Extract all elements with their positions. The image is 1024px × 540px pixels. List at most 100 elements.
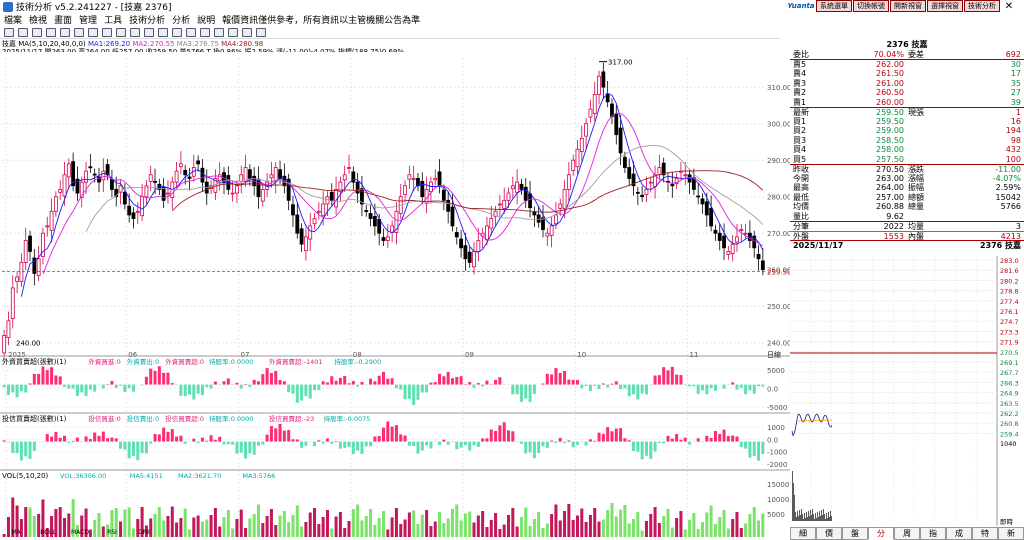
menu-screen[interactable]: 畫面: [54, 15, 73, 26]
mini-volume-bar: [799, 510, 800, 521]
panel-bar: [15, 441, 19, 454]
volume-bar: [597, 521, 601, 537]
candle-body: [437, 171, 442, 187]
layout-4-icon[interactable]: [214, 27, 224, 37]
select-window-button[interactable]: 選擇視窗: [927, 0, 963, 12]
back-icon[interactable]: [4, 27, 14, 37]
panel-indicator-value: 投信賣出:0: [127, 414, 159, 423]
draw-line-icon[interactable]: [102, 27, 112, 37]
candles-icon[interactable]: [158, 27, 168, 37]
side-tab[interactable]: 成: [946, 527, 972, 540]
panel-bar: [334, 440, 338, 442]
panel-bar: [705, 435, 709, 442]
candle-body: [45, 225, 50, 228]
switch-account-button[interactable]: 切換帳號: [853, 0, 889, 12]
panel-bar: [679, 439, 683, 442]
crosshair-icon[interactable]: [60, 27, 70, 37]
intraday-mini-chart[interactable]: 283.0 281.6 280.2 278.8 277.4 276.1 274.7 273.3…: [790, 256, 1024, 526]
side-tab[interactable]: 盤: [842, 527, 868, 540]
panel-bar: [425, 441, 429, 446]
volume-bar: [381, 511, 386, 537]
layout-3-icon[interactable]: [200, 27, 210, 37]
panel-bar: [88, 384, 92, 390]
panel-bar: [265, 368, 269, 385]
menu-technical[interactable]: 技術分析: [129, 15, 166, 26]
save-icon[interactable]: [242, 27, 252, 37]
cursor-icon[interactable]: [88, 27, 98, 37]
quote-label: 2025/11/17: [793, 241, 844, 250]
panel-bar: [450, 441, 454, 443]
indicator-tab[interactable]: MACD: [71, 529, 89, 536]
panel-bar: [218, 436, 222, 442]
period-icon[interactable]: [74, 27, 84, 37]
panel-bar: [231, 384, 235, 386]
panel-bar: [524, 441, 528, 454]
volume-bar: [601, 519, 605, 537]
panel-bar: [54, 375, 58, 385]
panel-bar: [399, 434, 403, 442]
panel-bar: [252, 441, 256, 455]
zoom-in-icon[interactable]: [32, 27, 42, 37]
menu-analysis[interactable]: 分析: [172, 15, 191, 26]
close-button[interactable]: ✕: [1004, 1, 1014, 12]
candle-body: [528, 193, 532, 209]
panel-bar: [735, 384, 739, 390]
forward-icon[interactable]: [18, 27, 28, 37]
volume-bar: [554, 504, 558, 537]
candle-body: [260, 188, 265, 202]
side-tab[interactable]: 價: [816, 527, 842, 540]
indicator-tab[interactable]: DMI: [138, 529, 150, 536]
panel-bar: [519, 441, 523, 444]
volume-bar: [644, 521, 648, 537]
quote-value: 260.88: [876, 202, 904, 211]
bars-icon[interactable]: [144, 27, 154, 37]
technical-chart[interactable]: 310.00 300.00 290.00 280.00 270.00 260.00 250.…: [0, 52, 790, 537]
quote-value: 259.50: [876, 116, 904, 126]
quote-value-2: 35: [1010, 78, 1021, 88]
layout-2-icon[interactable]: [186, 27, 196, 37]
side-tab[interactable]: 周: [894, 527, 920, 540]
indicator-tab[interactable]: BOLL: [40, 529, 56, 536]
panel-bar: [532, 441, 536, 459]
panel-bar: [248, 384, 252, 387]
print-icon[interactable]: [256, 27, 266, 37]
new-window-button[interactable]: 開新視窗: [890, 0, 926, 12]
volume-bar: [157, 507, 161, 537]
panel-bar: [722, 429, 726, 442]
settings-icon[interactable]: [228, 27, 238, 37]
mini-volume-bar: [792, 471, 793, 521]
candle-body: [601, 71, 606, 88]
candle-body: [114, 188, 119, 198]
panel-bar: [119, 384, 123, 386]
panel-bar: [71, 384, 75, 389]
candle-body: [730, 243, 735, 255]
volume-bar: [580, 508, 584, 537]
menu-tools[interactable]: 工具: [104, 15, 123, 26]
menu-view[interactable]: 檢視: [29, 15, 48, 26]
side-tab[interactable]: 細: [790, 527, 816, 540]
candle-body: [592, 94, 597, 114]
zoom-out-icon[interactable]: [46, 27, 56, 37]
indicator-tab[interactable]: MA: [11, 529, 21, 536]
menu-manage[interactable]: 管理: [79, 15, 98, 26]
technical-analysis-button[interactable]: 技術分析: [964, 0, 1000, 12]
side-tab[interactable]: 分: [868, 527, 894, 540]
panel-bar: [588, 384, 592, 392]
fib-icon[interactable]: [116, 27, 126, 37]
mini-volume-bar: [805, 518, 806, 521]
panel-bar: [446, 371, 450, 385]
grid-icon[interactable]: [130, 27, 140, 37]
menu-file[interactable]: 檔案: [4, 15, 23, 26]
side-tab[interactable]: 特: [972, 527, 998, 540]
volume-bar: [192, 517, 196, 537]
layout-1-icon[interactable]: [172, 27, 182, 37]
side-tab[interactable]: 指: [920, 527, 946, 540]
volume-bar: [485, 527, 489, 537]
system-menu-button[interactable]: 系統選單: [816, 0, 852, 12]
panel-bar: [485, 380, 489, 385]
panel-bar: [744, 441, 748, 449]
menu-help[interactable]: 說明: [197, 15, 216, 26]
panel-bar: [235, 382, 239, 385]
side-tab[interactable]: 新: [998, 527, 1024, 540]
indicator-tab[interactable]: RSI: [107, 529, 117, 536]
